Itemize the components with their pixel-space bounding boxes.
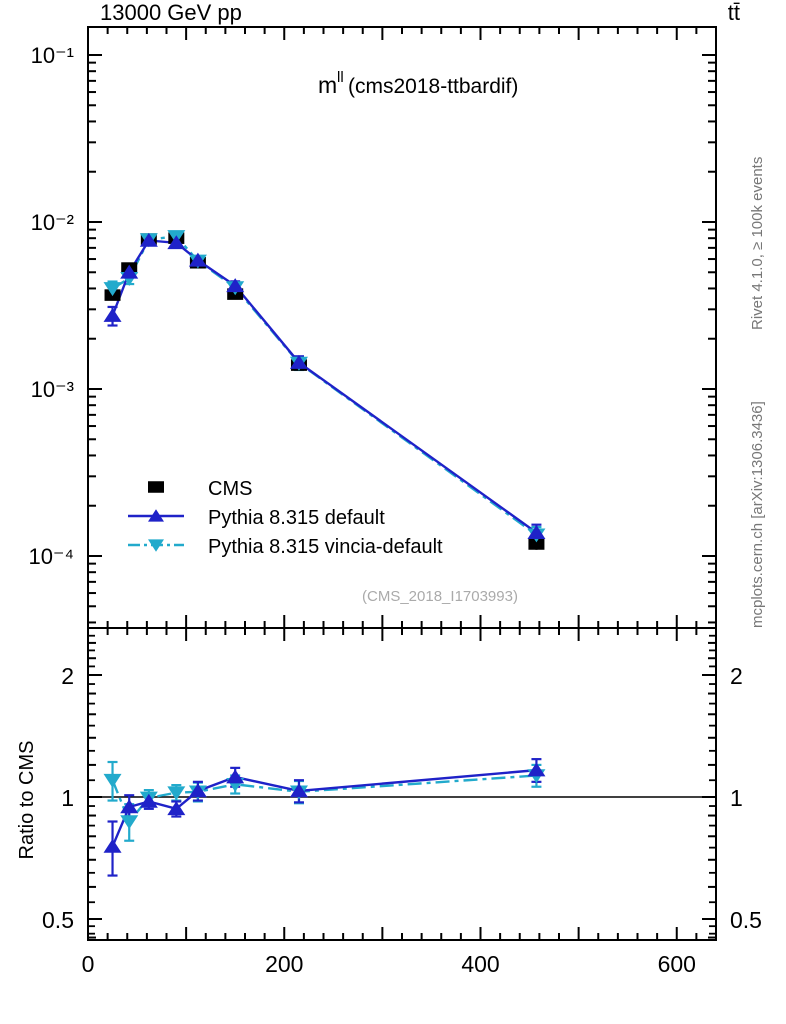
main-y-tick-label: 10⁻² [31, 210, 74, 235]
analysis-watermark: (CMS_2018_I1703993) [362, 588, 518, 605]
svg-text:m: m [318, 72, 337, 98]
ratio-y-tick-label: 0.5 [42, 907, 74, 933]
legend-item: Pythia 8.315 default [128, 507, 385, 529]
x-tick-label: 200 [265, 951, 303, 977]
ratio-series-pythia-8-315-default [107, 758, 542, 877]
ratio-y-tick-label: 1 [61, 785, 74, 811]
legend-item: CMS [148, 478, 252, 500]
x-tick-label: 0 [82, 951, 95, 977]
legend-item: Pythia 8.315 vincia-default [128, 536, 443, 558]
main-y-tick-label: 10⁻³ [31, 377, 74, 402]
legend: CMS Pythia 8.315 default Pythia 8.315 vinc… [128, 478, 443, 558]
process-label: tt̄ [728, 0, 740, 25]
series-pythia-8-315-vincia-default [107, 232, 542, 545]
legend-label: CMS [208, 478, 252, 500]
legend-label: Pythia 8.315 default [208, 507, 385, 529]
ratio-y-tick-label-right: 2 [730, 663, 743, 689]
ratio-x-ticks [87, 628, 698, 940]
main-panel-title-superscript: ll [337, 69, 344, 86]
svg-text:(cms2018-ttbardif): (cms2018-ttbardif) [348, 75, 518, 98]
main-panel-title: m ll (cms2018-ttbardif) [318, 69, 518, 98]
ratio-y-tick-label-right: 1 [730, 785, 743, 811]
ratio-y-tick-label-right: 0.5 [730, 907, 762, 933]
main-y-tick-label: 10⁻⁴ [28, 544, 74, 569]
series-cms [103, 230, 546, 550]
ratio-markers [103, 762, 546, 853]
main-x-ticks [87, 27, 698, 628]
mcplots-reference-label: mcplots.cern.ch [arXiv:1306.3436] [749, 401, 766, 628]
x-tick-label: 600 [658, 951, 696, 977]
series-pythia-8-315-default [107, 236, 542, 543]
x-tick-label: 400 [461, 951, 499, 977]
main-y-tick-label: 10⁻¹ [31, 43, 74, 68]
ratio-y-axis-label: Ratio to CMS [16, 741, 38, 860]
ratio-y-tick-label: 2 [61, 663, 74, 689]
rivet-version-label: Rivet 4.1.0, ≥ 100k events [749, 157, 766, 330]
main-y-ticks [88, 54, 716, 624]
legend-label: Pythia 8.315 vincia-default [208, 536, 443, 558]
beam-energy-label: 13000 GeV pp [100, 0, 242, 25]
